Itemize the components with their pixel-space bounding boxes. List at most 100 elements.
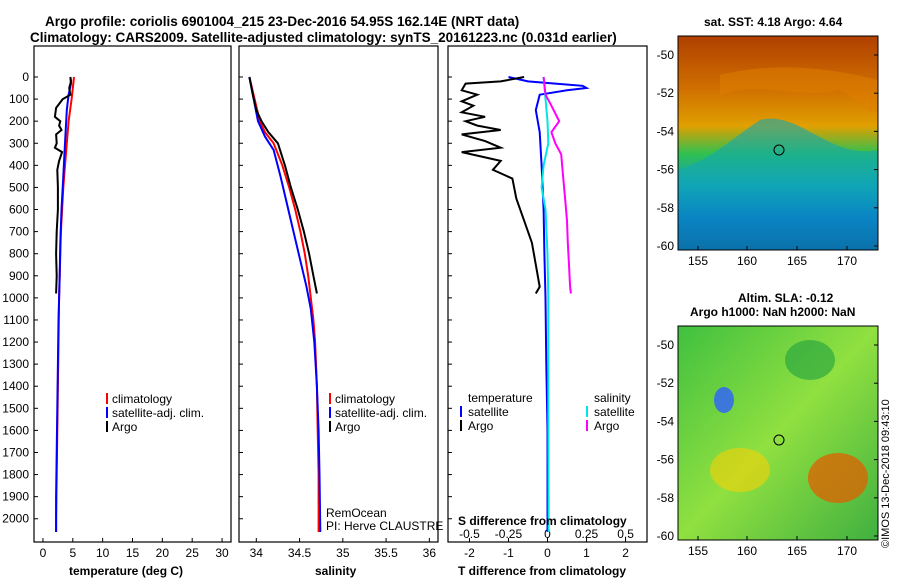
- sst-warm-patch: [720, 67, 878, 113]
- depth-tick-label: 100: [9, 92, 29, 106]
- x-tick-label: 34: [250, 546, 264, 560]
- sla-map-frame: [677, 325, 879, 541]
- sst-map-frame: [677, 35, 879, 251]
- depth-tick-label: 300: [9, 136, 29, 150]
- x-tick-label: 1: [583, 546, 590, 560]
- map-x-tick-label: 165: [787, 254, 807, 268]
- difference-top-xlabel: S difference from climatology: [458, 514, 627, 528]
- x-tick-label: 25: [186, 546, 200, 560]
- map-y-tick-label: -54: [657, 414, 675, 428]
- depth-tick-label: 1400: [2, 379, 29, 393]
- map-x-tick-label: 160: [737, 254, 757, 268]
- temperature-xlabel: temperature (deg C): [69, 564, 183, 578]
- top-x-tick-label: -0.25: [495, 527, 523, 541]
- difference-xlabel: T difference from climatology: [458, 564, 626, 578]
- depth-tick-label: 600: [9, 203, 29, 217]
- depth-axis: 0 100 200 300 400 500 600 700 800 900 1000 1100 1200…: [2, 70, 452, 526]
- x-tick-label: 0: [544, 546, 551, 560]
- legend-temperature: temperature: [468, 391, 533, 405]
- map-x-tick-label: 155: [688, 544, 708, 558]
- sla-high-east: [808, 453, 868, 503]
- x-tick-label: 15: [126, 546, 140, 560]
- depth-tick-label: 200: [9, 114, 29, 128]
- x-tick-label: 0: [40, 546, 47, 560]
- legend-argo: Argo: [335, 420, 361, 434]
- depth-tick-label: 2000: [2, 512, 29, 526]
- legend-swatch-satellite-s: [586, 406, 588, 417]
- map-y-tick-label: -60: [657, 529, 675, 543]
- legend-swatch-climatology: [106, 393, 108, 404]
- x-tick-label: 30: [215, 546, 229, 560]
- depth-tick-label: 1100: [3, 313, 29, 327]
- series-layer: [53, 76, 590, 533]
- temperature-panel-frame: [33, 45, 232, 543]
- credit-remocean: RemOcean: [326, 506, 387, 520]
- sla-high-west: [710, 448, 770, 492]
- depth-tick-label: 400: [9, 158, 29, 172]
- title-line-2: Climatology: CARS2009. Satellite-adjuste…: [30, 30, 617, 45]
- sla-map-title-2: Argo h1000: NaN h2000: NaN: [690, 305, 855, 319]
- legend-swatch-argo: [329, 421, 331, 432]
- depth-tick-label: 1700: [2, 445, 29, 459]
- legend-swatch-argo-s: [586, 420, 588, 431]
- top-x-tick-label: -0.5: [459, 527, 480, 541]
- legend-swatch-argo: [106, 421, 108, 432]
- legend-satellite-t: satellite: [468, 405, 509, 419]
- legend-climatology: climatology: [335, 392, 395, 406]
- depth-tick-label: 0: [22, 70, 29, 84]
- depth-tick-label: 700: [9, 225, 29, 239]
- series-line-0-1: [55, 76, 73, 532]
- map-y-tick-label: -52: [657, 376, 675, 390]
- series-line-2-0: [508, 76, 590, 532]
- top-x-tick-label: 0: [544, 527, 551, 541]
- legend-argo: Argo: [112, 420, 138, 434]
- x-tick-label: 35.5: [374, 546, 398, 560]
- imos-watermark: ©IMOS 13-Dec-2018 09:43:10: [880, 399, 892, 548]
- difference-legend: temperature satellite Argo salinity sate…: [460, 391, 635, 433]
- map-x-tick-label: 165: [787, 544, 807, 558]
- legend-swatch-satellite: [329, 407, 331, 418]
- depth-tick-label: 1000: [2, 291, 29, 305]
- legend-argo-t: Argo: [468, 419, 494, 433]
- legend-climatology: climatology: [112, 392, 172, 406]
- series-line-2-2: [540, 76, 550, 533]
- depth-tick-label: 500: [9, 180, 29, 194]
- depth-tick-label: 1800: [2, 468, 29, 482]
- depth-tick-label: 800: [9, 247, 29, 261]
- x-tick-label: 10: [96, 546, 110, 560]
- argo-location-marker: [773, 434, 785, 446]
- map-y-tick-label: -60: [657, 239, 675, 253]
- series-line-2-1: [458, 76, 541, 295]
- map-y-tick-label: -58: [657, 491, 675, 505]
- legend-argo-s: Argo: [594, 419, 620, 433]
- x-tick-label: 20: [156, 546, 170, 560]
- map-x-tick-label: 155: [688, 254, 708, 268]
- legend-salinity: salinity: [594, 391, 631, 405]
- map-y-tick-label: -56: [657, 163, 675, 177]
- salinity-panel-frame: [238, 45, 439, 543]
- x-tick-label: -1: [503, 546, 514, 560]
- sla-field: [678, 326, 878, 540]
- series-line-0-2: [53, 76, 73, 294]
- sla-low-anomaly: [714, 387, 734, 413]
- legend-satellite-adj: satellite-adj. clim.: [335, 406, 427, 420]
- salinity-xlabel: salinity: [315, 564, 357, 578]
- legend-swatch-climatology: [329, 393, 331, 404]
- sla-low-north: [785, 340, 835, 380]
- legend-swatch-satellite: [106, 407, 108, 418]
- temperature-legend: climatology satellite-adj. clim. Argo: [106, 392, 204, 434]
- argo-location-marker: [773, 144, 785, 156]
- map-y-tick-label: -58: [657, 201, 675, 215]
- map-tick-layer: 155 160 165 170 -50 -52 -54 -56 -58 -60 155 160 165 1…: [657, 48, 878, 558]
- x-tick-label: 35: [336, 546, 350, 560]
- sst-cold-tongue: [678, 118, 878, 250]
- title-line-1: Argo profile: coriolis 6901004_215 23-De…: [45, 14, 519, 29]
- map-x-tick-label: 160: [737, 544, 757, 558]
- depth-tick-label: 1300: [2, 357, 29, 371]
- depth-tick-label: 900: [9, 269, 29, 283]
- depth-tick-label: 1200: [2, 335, 29, 349]
- depth-tick-label: 1500: [2, 401, 29, 415]
- map-x-tick-label: 170: [837, 254, 857, 268]
- sst-map: [677, 35, 879, 251]
